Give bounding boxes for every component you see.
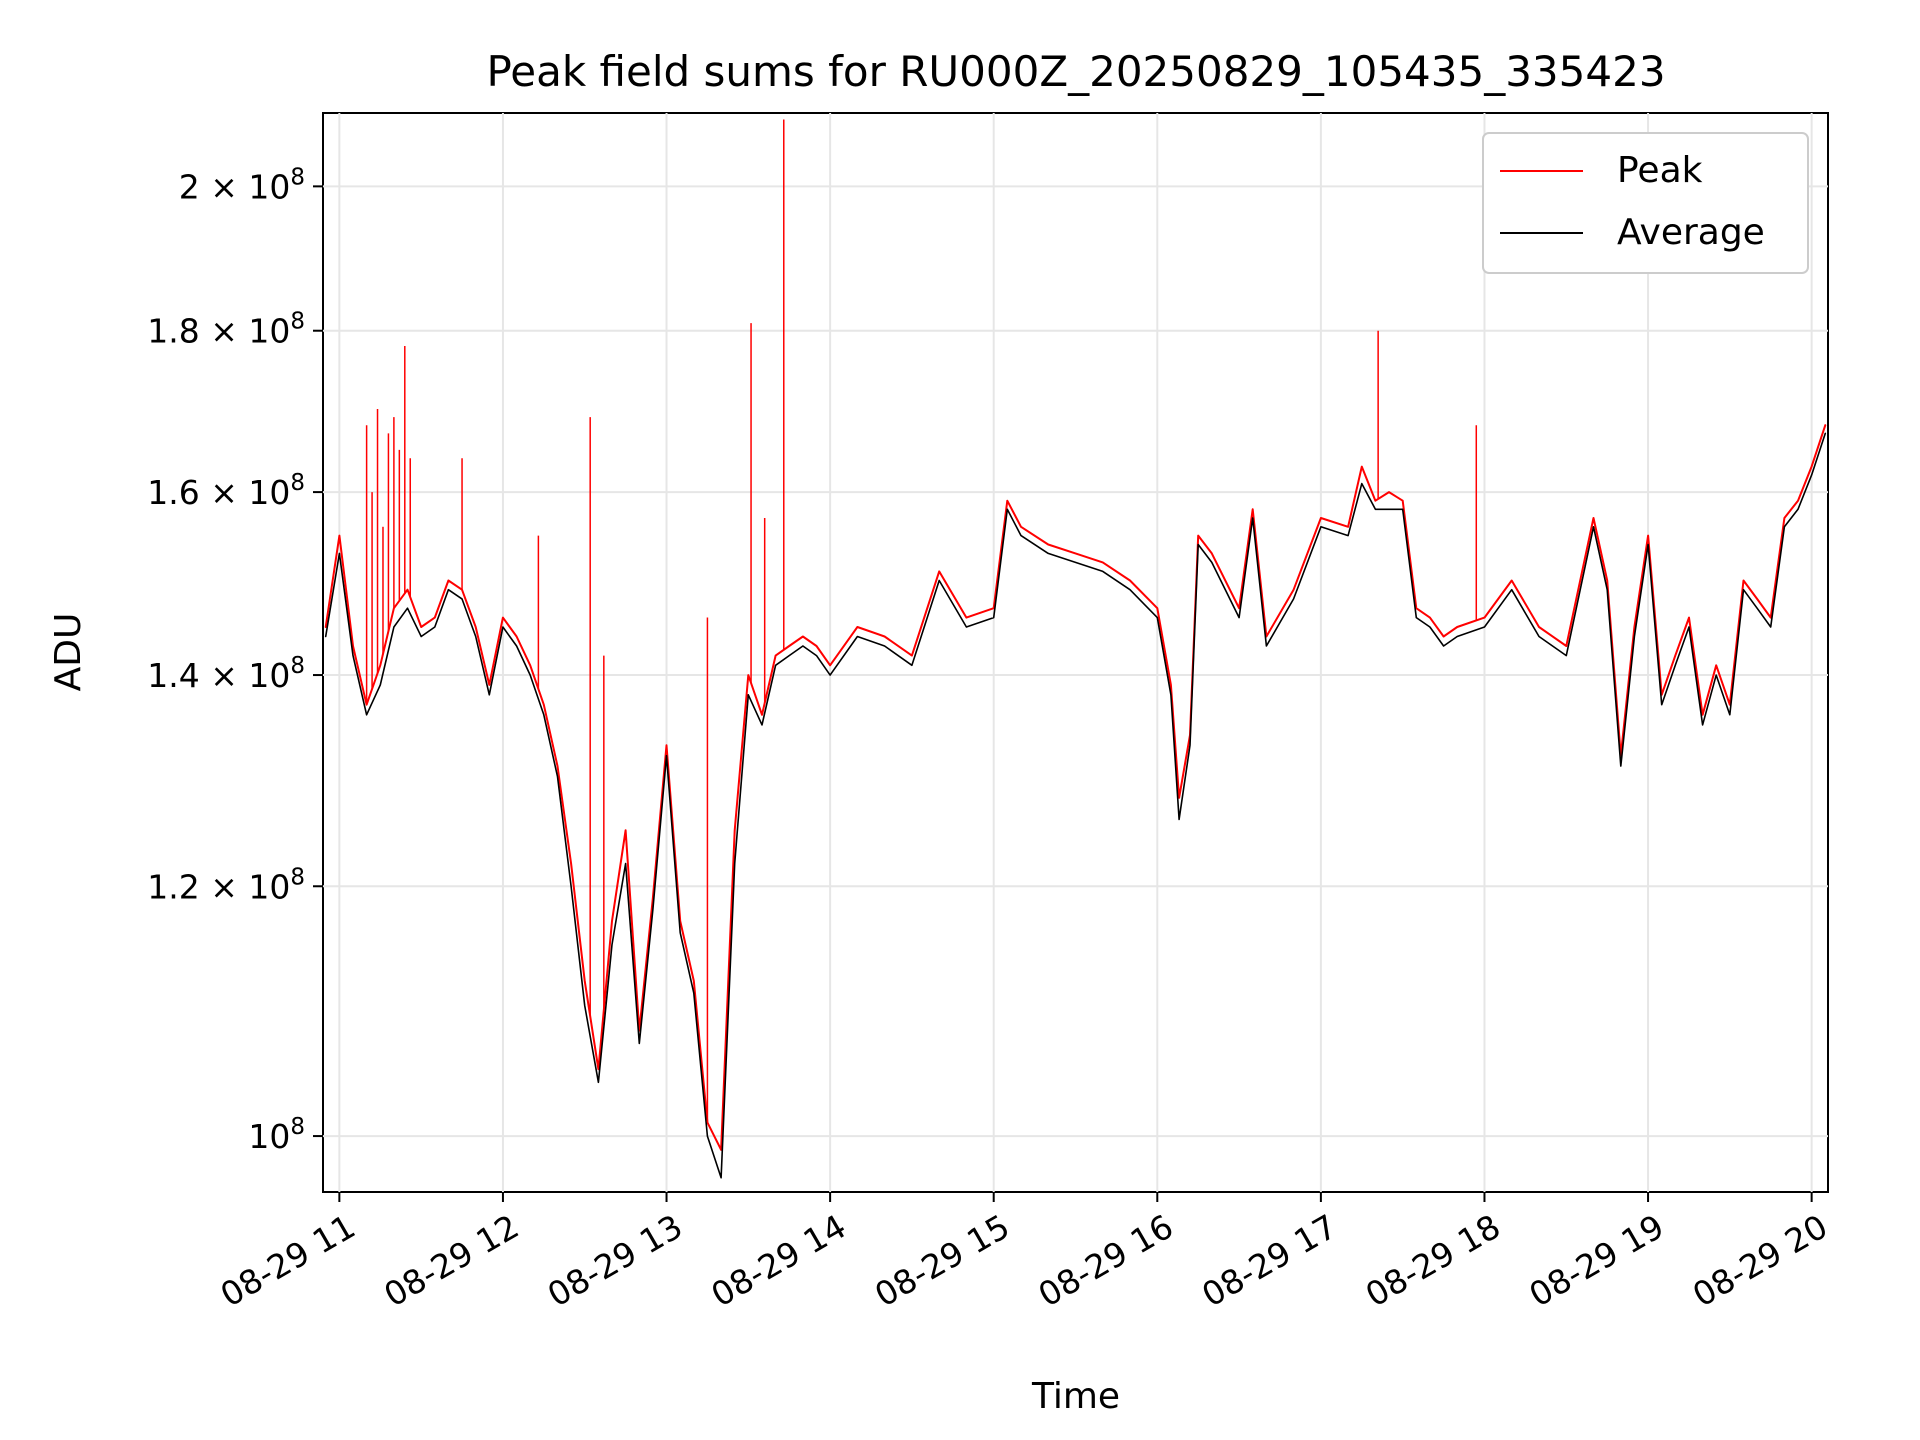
y-tick-mantissa: 1.2 bbox=[147, 867, 199, 906]
x-tick-label: 08-29 19 bbox=[1522, 1207, 1670, 1315]
y-tick-label: 1.6 × 108 bbox=[147, 470, 305, 512]
x-tick-label: 08-29 18 bbox=[1359, 1207, 1507, 1315]
y-tick-times: × bbox=[200, 656, 249, 695]
y-tick-label: 2 × 108 bbox=[179, 164, 305, 206]
legend-box bbox=[1482, 132, 1809, 274]
y-tick-exponent: 8 bbox=[290, 1114, 305, 1140]
x-tick-label: 08-29 20 bbox=[1686, 1207, 1834, 1315]
y-tick-exponent: 8 bbox=[290, 470, 305, 496]
chart-title-text: Peak field sums for RU000Z_20250829_1054… bbox=[486, 47, 1665, 96]
x-tick-label: 08-29 12 bbox=[377, 1207, 525, 1315]
x-tick-label: 08-29 11 bbox=[214, 1207, 362, 1315]
y-tick-label: 1.2 × 108 bbox=[147, 864, 305, 906]
y-tick-times: × bbox=[200, 312, 249, 351]
y-tick-base: 10 bbox=[248, 473, 290, 512]
grid-layer bbox=[323, 113, 1828, 1192]
y-tick-mantissa: 1.4 bbox=[147, 656, 199, 695]
y-tick-mantissa: 1.6 bbox=[147, 473, 199, 512]
spikes-layer bbox=[365, 119, 1478, 1123]
y-tick-times: × bbox=[200, 473, 249, 512]
x-tick-label: 08-29 14 bbox=[705, 1207, 853, 1315]
y-tick-base: 10 bbox=[248, 312, 290, 351]
y-tick-label: 1.8 × 108 bbox=[147, 309, 305, 351]
y-tick-exponent: 8 bbox=[290, 864, 305, 890]
series-line-average bbox=[324, 432, 1827, 1179]
legend-average-label: Average bbox=[1617, 212, 1765, 253]
x-tick-label: 08-29 17 bbox=[1195, 1207, 1343, 1315]
y-tick-exponent: 8 bbox=[290, 309, 305, 335]
y-tick-times: × bbox=[200, 867, 249, 906]
series-layer bbox=[324, 424, 1827, 1179]
legend-peak-label: Peak bbox=[1617, 150, 1703, 191]
y-tick-mantissa: 2 bbox=[179, 167, 200, 206]
legend: Peak Average bbox=[1482, 132, 1809, 274]
x-tick-label: 08-29 13 bbox=[541, 1207, 689, 1315]
y-tick-base: 10 bbox=[248, 167, 290, 206]
plot-frame bbox=[322, 112, 1829, 1193]
y-tick-label: 108 bbox=[248, 1114, 305, 1156]
y-tick-mantissa: 1.8 bbox=[147, 312, 199, 351]
y-tick-times: × bbox=[200, 167, 249, 206]
x-tick-label: 08-29 16 bbox=[1032, 1207, 1180, 1315]
x-tick-label: 08-29 15 bbox=[868, 1207, 1016, 1315]
y-tick-base: 10 bbox=[248, 1117, 290, 1156]
axes-layer: 08-29 11 08-29 12 08-29 13 08-29 14 08-29 15… bbox=[147, 164, 1834, 1314]
x-axis-label: Time bbox=[1031, 1376, 1120, 1417]
y-axis-label: ADU bbox=[48, 613, 89, 692]
y-tick-exponent: 8 bbox=[290, 164, 305, 190]
y-tick-label: 1.4 × 108 bbox=[147, 653, 305, 695]
chart-title: Peak field sums for RU000Z_20250829_1054… bbox=[486, 47, 1665, 96]
series-line-peak bbox=[324, 424, 1827, 1151]
y-tick-base: 10 bbox=[248, 656, 290, 695]
y-tick-exponent: 8 bbox=[290, 653, 305, 679]
y-tick-base: 10 bbox=[248, 867, 290, 906]
